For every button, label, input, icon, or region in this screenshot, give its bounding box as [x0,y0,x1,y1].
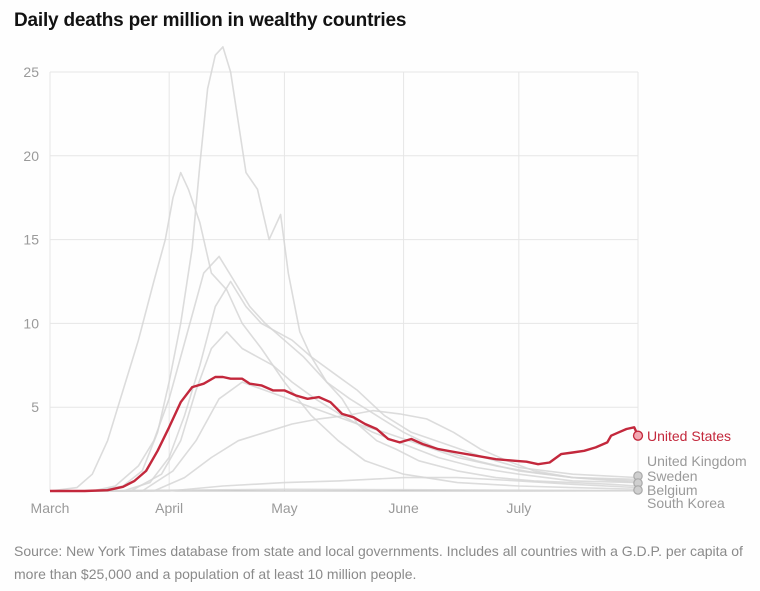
end-label-belgium: Belgium [647,482,698,498]
background-series-line [49,171,639,492]
background-series [49,46,639,492]
united-states-endpoint [632,430,644,441]
grid: 5 10 15 20 25 March April May June July [23,64,639,516]
background-series-line [50,280,639,492]
x-tick-label: March [31,500,70,516]
y-tick-label: 10 [23,315,39,331]
background-series-line [50,476,639,492]
background-series-line [50,46,639,492]
y-tick-label: 5 [31,399,39,415]
united-states-line [50,375,640,493]
x-tick-label: April [155,500,183,516]
x-tick-label: June [388,500,419,516]
end-label-south-korea: South Korea [647,495,725,511]
end-label-sweden: Sweden [647,468,698,484]
country-endpoint [633,485,643,495]
background-series-line [50,381,639,492]
background-series-line [50,409,639,492]
highlight-series [50,375,644,493]
line-chart: 5 10 15 20 25 March April May June July United St… [23,46,747,516]
background-series-line [50,331,639,492]
y-tick-label: 20 [23,148,39,164]
y-tick-label: 15 [23,232,39,248]
y-tick-label: 25 [23,64,39,80]
end-label-united-states: United States [647,428,731,444]
x-tick-label: May [271,500,297,516]
end-label-united-kingdom: United Kingdom [647,453,747,469]
background-series-line [50,255,639,492]
chart-title: Daily deaths per million in wealthy coun… [14,10,407,31]
source-note: Source: New York Times database from sta… [14,543,743,582]
background-series-line [49,488,639,492]
x-tick-label: July [506,500,531,516]
end-labels: United States United KingdomSwedenBelgium… [633,428,747,511]
